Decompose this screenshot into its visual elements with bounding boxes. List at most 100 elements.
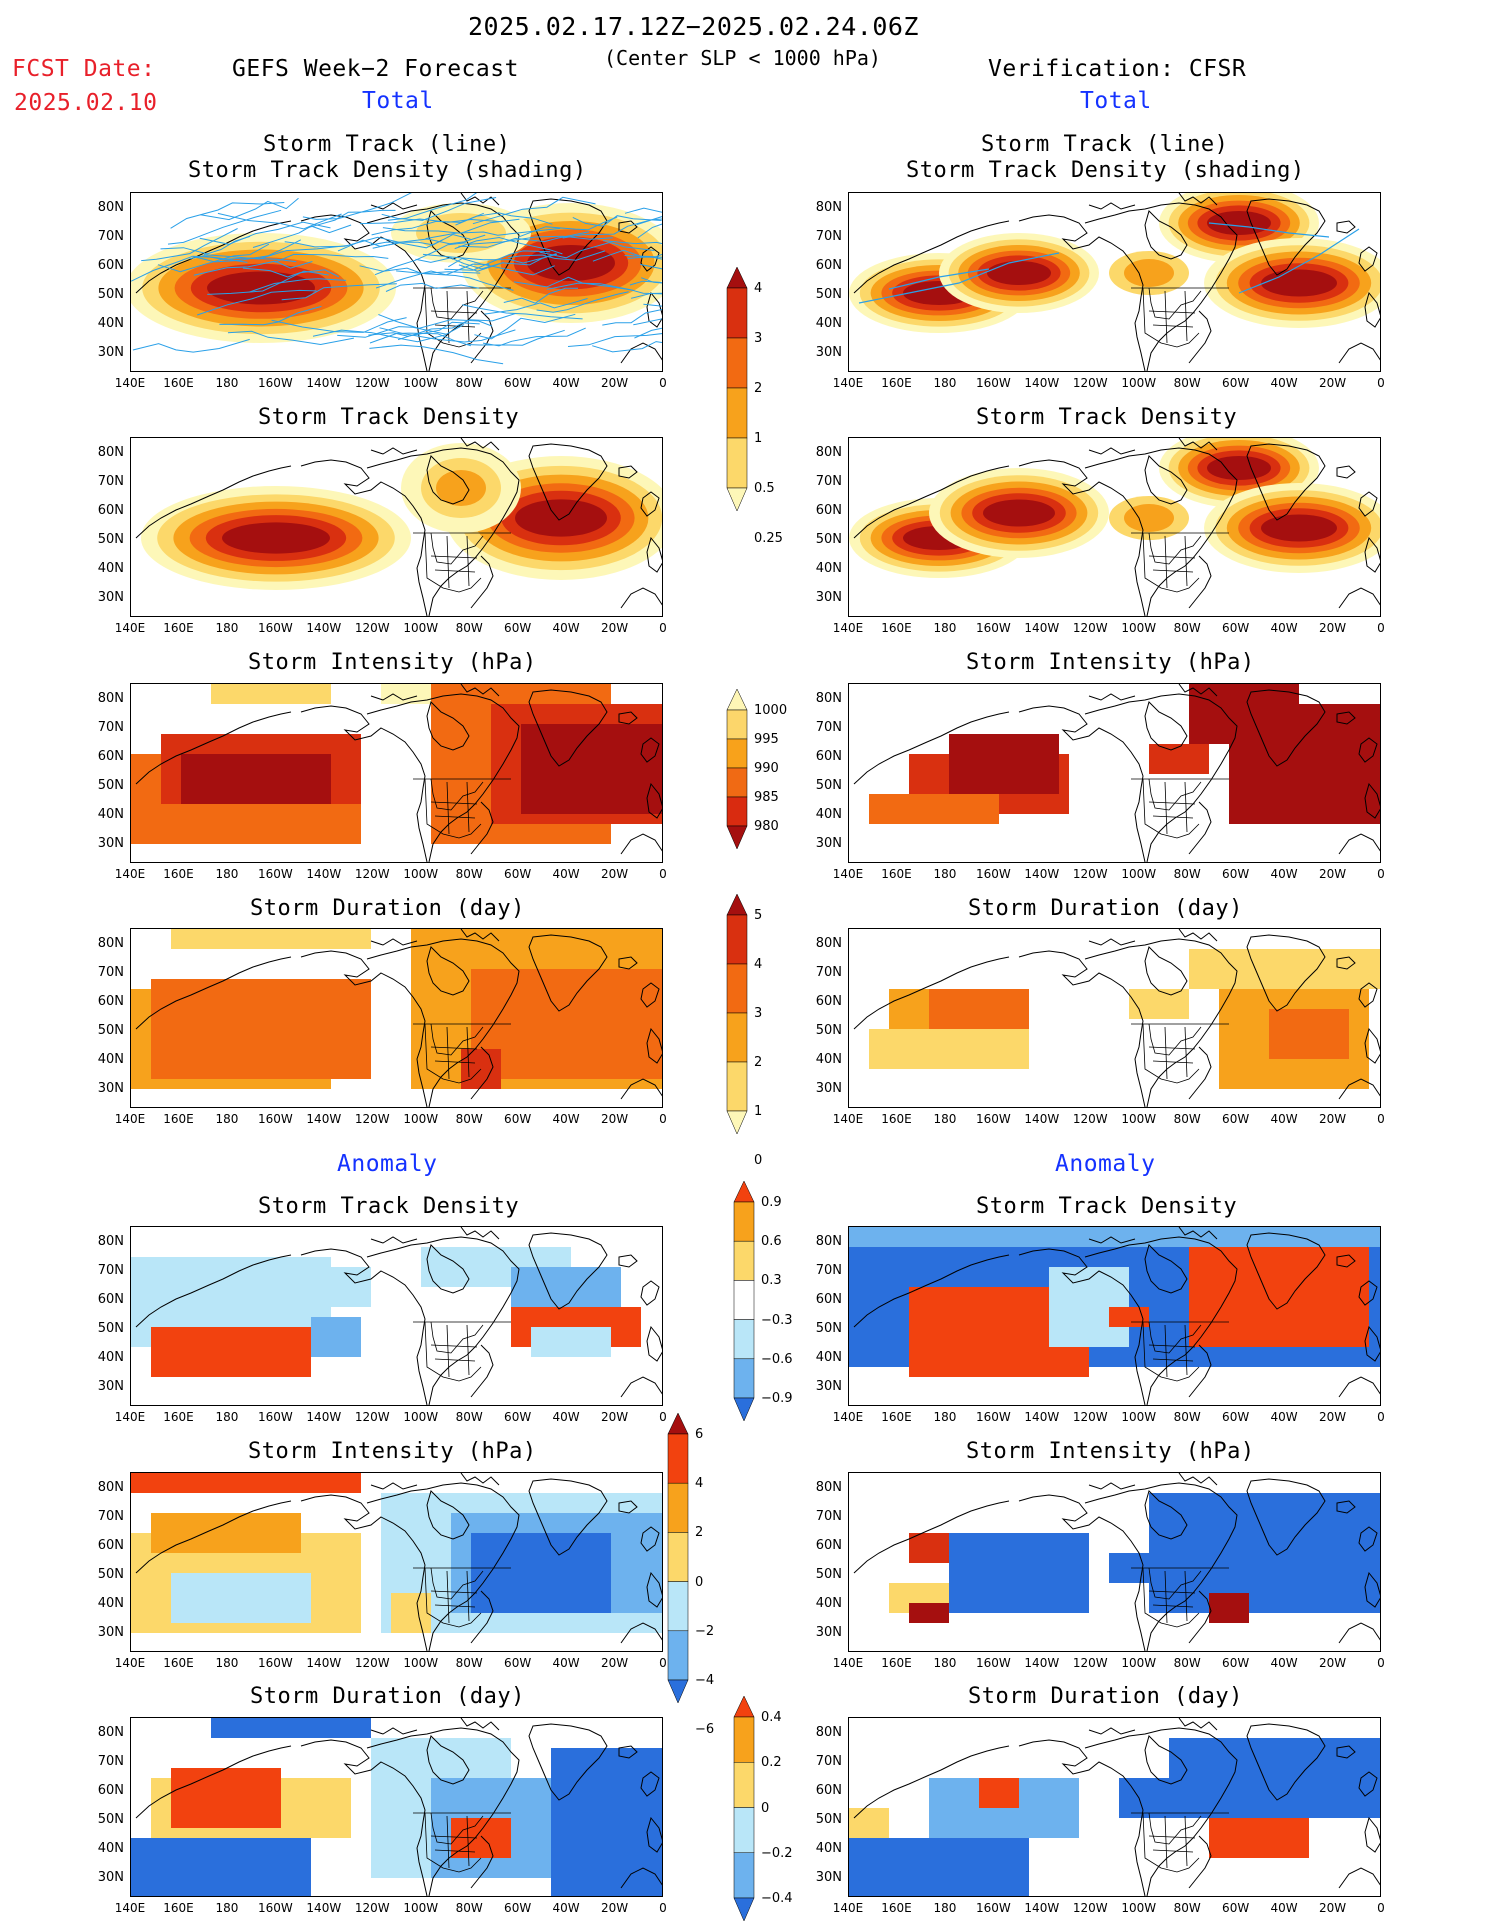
colorbar-label: −0.6 (761, 1351, 793, 1367)
lon-tick-label: 20W (600, 1901, 629, 1915)
lon-tick-label: 160E (163, 1901, 194, 1915)
colorbar-segment (726, 1012, 748, 1063)
lon-tick-label: 180 (933, 1112, 957, 1126)
lon-tick-label: 40W (552, 621, 580, 635)
shade-region (461, 203, 662, 323)
lon-tick-label: 80W (1173, 621, 1201, 635)
lat-tick-label: 80N (815, 1234, 842, 1249)
lat-tick-label: 60N (815, 503, 842, 518)
lon-tick-label: 20W (600, 1112, 629, 1126)
lat-tick-label: 60N (97, 1783, 124, 1798)
colorbar-segment (726, 1110, 748, 1135)
lon-tick-label: 40W (552, 867, 580, 881)
lon-tick-label: 160E (881, 376, 912, 390)
lon-tick-label: 140W (1024, 621, 1060, 635)
lon-tick-label: 120W (1072, 1656, 1108, 1670)
lat-tick-label: 70N (815, 965, 842, 980)
lon-tick-label: 140W (1024, 867, 1060, 881)
coastlines (853, 193, 1380, 371)
colorbar-label: 4 (695, 1476, 704, 1492)
lon-tick-label: 180 (933, 867, 957, 881)
lat-tick-label: 50N (97, 532, 124, 547)
lat-tick-label: 50N (815, 778, 842, 793)
lon-tick-label: 0 (1377, 621, 1385, 635)
lon-tick-label: 140E (114, 1656, 146, 1670)
lat-tick-label: 40N (97, 1841, 124, 1856)
lon-tick-label: 140E (832, 867, 864, 881)
lon-tick-label: 80W (1173, 1112, 1201, 1126)
lat-tick-label: 50N (815, 1023, 842, 1038)
lon-tick-label: 180 (215, 1656, 239, 1670)
lat-tick-label: 80N (815, 1725, 842, 1740)
lon-tick-label: 120W (1072, 1410, 1108, 1424)
colorbar-segment (726, 287, 748, 339)
lat-tick-label: 60N (815, 1538, 842, 1553)
lat-tick-label: 70N (815, 474, 842, 489)
map-panel-verif-track-density (848, 437, 1381, 617)
lat-tick-label: 40N (815, 807, 842, 822)
colorbar-segment (726, 767, 748, 798)
map-panel-verif-duration (848, 928, 1381, 1108)
lon-tick-label: 60W (1222, 1901, 1250, 1915)
lon-tick-label: 140W (1024, 1901, 1060, 1915)
lat-tick-label: 70N (97, 1509, 124, 1524)
colorbar-label: −0.9 (761, 1391, 793, 1406)
lat-tick-label: 80N (97, 691, 124, 706)
colorbar-segment (733, 1397, 755, 1422)
panel-title-track-density-shading-verif: Storm Track Density (shading) (906, 158, 1305, 183)
colorbar-label: 1000 (754, 703, 788, 718)
lon-tick-label: 60W (1222, 867, 1250, 881)
panel-title-anom-duration: Storm Duration (day) (250, 1684, 525, 1709)
lon-tick-label: 0 (1377, 867, 1385, 881)
lon-tick-label: 140W (1024, 1656, 1060, 1670)
period-title: 2025.02.17.12Z−2025.02.24.06Z (468, 12, 919, 41)
lat-tick-label: 70N (815, 1263, 842, 1278)
lat-tick-label: 70N (97, 965, 124, 980)
lon-tick-label: 120W (354, 376, 390, 390)
lat-tick-label: 70N (815, 1754, 842, 1769)
colorbar-label: 980 (754, 819, 779, 834)
colorbar-segment (733, 1358, 755, 1399)
shade-cell (1189, 1247, 1369, 1347)
coastlines (135, 1718, 662, 1896)
lat-tick-label: 70N (815, 229, 842, 244)
lon-tick-label: 80W (455, 1410, 483, 1424)
lon-tick-label: 160W (257, 1656, 293, 1670)
lon-tick-label: 40W (1270, 621, 1298, 635)
lon-tick-label: 40W (1270, 1656, 1298, 1670)
colorbar-segment (726, 963, 748, 1014)
lon-tick-label: 60W (504, 867, 532, 881)
map-panel-anom-track-density (130, 1226, 663, 1406)
map-panel-verif-track-line (848, 192, 1381, 372)
lon-tick-label: 160E (881, 621, 912, 635)
shade-region (929, 468, 1109, 558)
panel-title-track-line: Storm Track (line) (263, 132, 511, 157)
lon-tick-label: 160E (163, 867, 194, 881)
total-label-left: Total (362, 88, 434, 114)
lat-tick-label: 40N (815, 316, 842, 331)
colorbar-label: 2 (754, 381, 763, 396)
lat-tick-label: 80N (97, 1234, 124, 1249)
lon-tick-label: 20W (600, 621, 629, 635)
shade-cell (151, 979, 371, 1079)
lon-tick-label: 160W (975, 867, 1011, 881)
lon-tick-label: 60W (504, 1112, 532, 1126)
lon-tick-label: 80W (1173, 867, 1201, 881)
lon-tick-label: 140E (832, 1410, 864, 1424)
colorbar-segment (733, 1201, 755, 1242)
coastlines (135, 1227, 662, 1405)
colorbar-segment (667, 1433, 689, 1484)
colorbar-label: 3 (754, 331, 763, 346)
lat-tick-label: 50N (815, 1812, 842, 1827)
lon-tick-label: 180 (215, 376, 239, 390)
lon-tick-label: 100W (403, 621, 439, 635)
anomaly-label-right: Anomaly (1055, 1151, 1156, 1177)
lon-tick-label: 100W (403, 867, 439, 881)
storm-track-lines (858, 222, 1360, 304)
lon-tick-label: 100W (1121, 621, 1157, 635)
lon-tick-label: 20W (1318, 1656, 1347, 1670)
panel-title-track-density-shading: Storm Track Density (shading) (188, 158, 587, 183)
lon-tick-label: 160W (975, 1410, 1011, 1424)
shade-region (401, 443, 521, 533)
colorbar-segment (733, 1807, 755, 1853)
